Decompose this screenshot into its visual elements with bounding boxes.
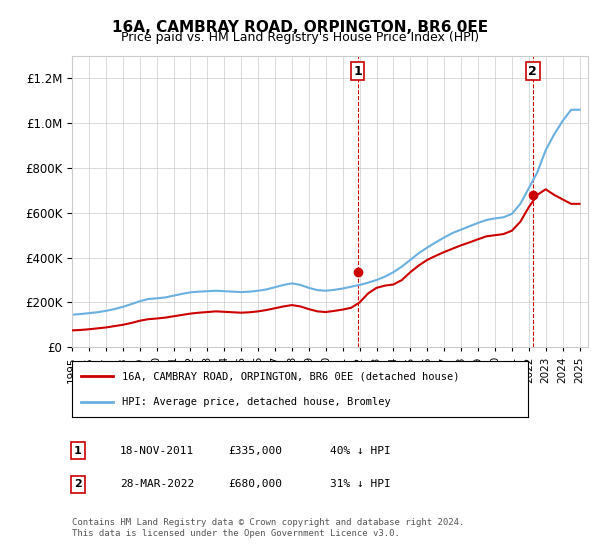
Text: 1: 1 — [353, 65, 362, 78]
Text: 31% ↓ HPI: 31% ↓ HPI — [330, 479, 391, 489]
Text: 1: 1 — [74, 446, 82, 456]
Text: 16A, CAMBRAY ROAD, ORPINGTON, BR6 0EE: 16A, CAMBRAY ROAD, ORPINGTON, BR6 0EE — [112, 20, 488, 35]
Text: £335,000: £335,000 — [228, 446, 282, 456]
Text: Price paid vs. HM Land Registry's House Price Index (HPI): Price paid vs. HM Land Registry's House … — [121, 31, 479, 44]
Text: £680,000: £680,000 — [228, 479, 282, 489]
Text: 16A, CAMBRAY ROAD, ORPINGTON, BR6 0EE (detached house): 16A, CAMBRAY ROAD, ORPINGTON, BR6 0EE (d… — [122, 371, 460, 381]
Text: 2: 2 — [74, 479, 82, 489]
Text: 40% ↓ HPI: 40% ↓ HPI — [330, 446, 391, 456]
Text: 2: 2 — [529, 65, 537, 78]
Text: 28-MAR-2022: 28-MAR-2022 — [120, 479, 194, 489]
Text: Contains HM Land Registry data © Crown copyright and database right 2024.
This d: Contains HM Land Registry data © Crown c… — [72, 518, 464, 538]
Text: 18-NOV-2011: 18-NOV-2011 — [120, 446, 194, 456]
Text: HPI: Average price, detached house, Bromley: HPI: Average price, detached house, Brom… — [122, 397, 391, 407]
